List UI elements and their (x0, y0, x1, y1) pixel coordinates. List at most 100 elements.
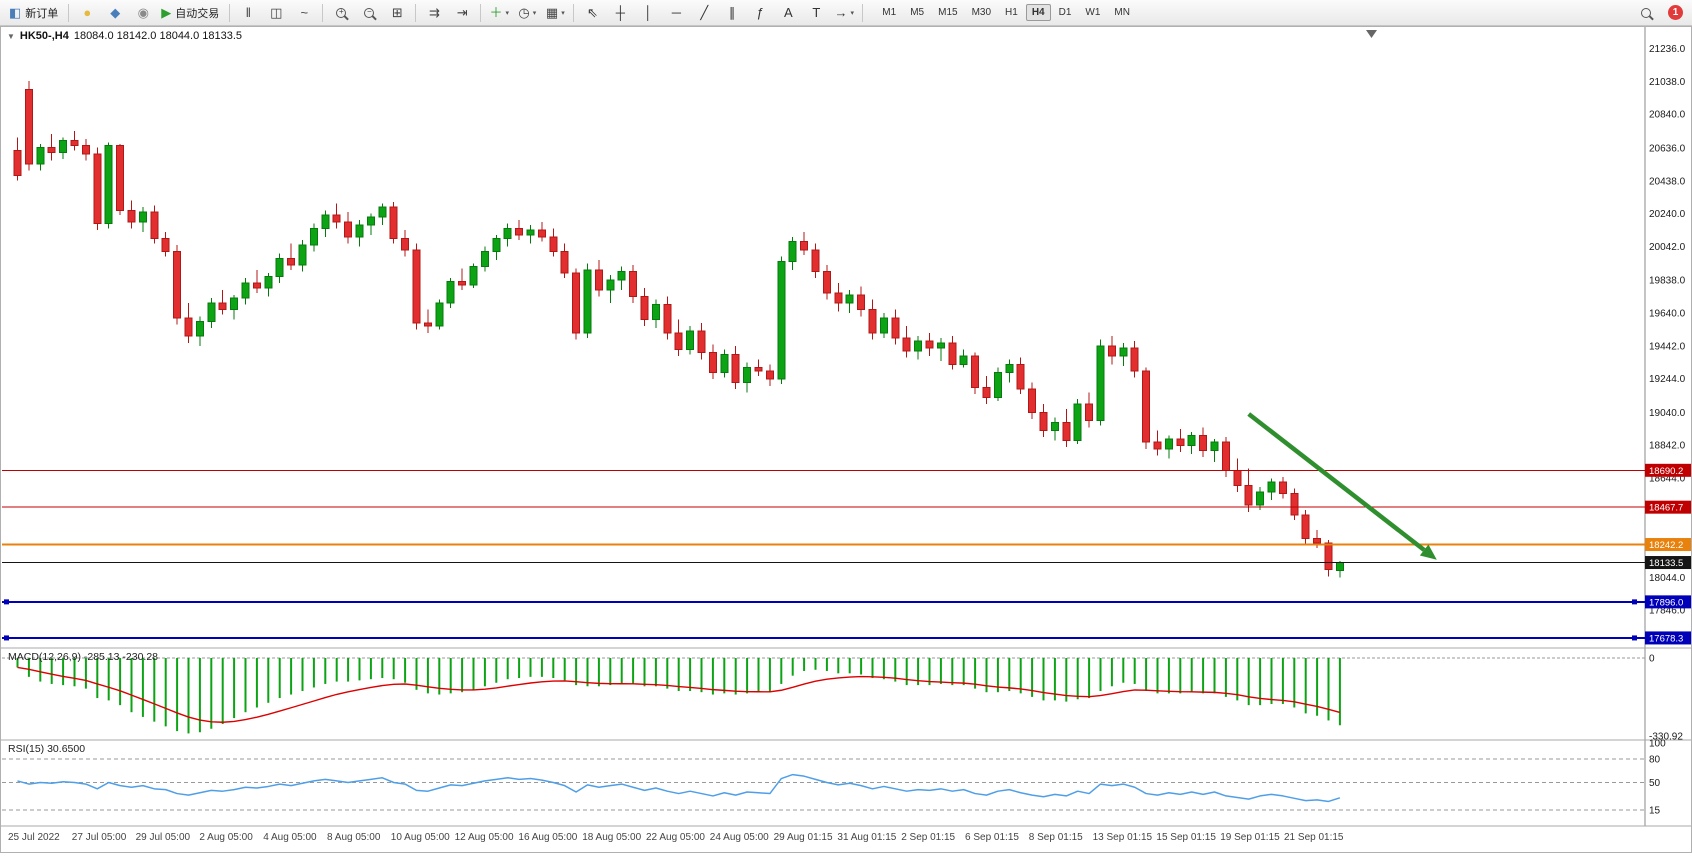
candle-body (1290, 493, 1299, 516)
candle-body (1244, 484, 1253, 506)
candle-body (617, 271, 626, 281)
periods-button[interactable]: ◷ ▾ (514, 2, 540, 24)
chart-shift-button[interactable]: ⇥ (449, 2, 475, 24)
time-axis-label: 12 Aug 05:00 (455, 832, 514, 843)
zoom-out-button[interactable]: − (356, 2, 382, 24)
styler-button[interactable]: ◆ (102, 2, 128, 24)
price-tag-label: 18467.7 (1649, 503, 1683, 514)
candle-body (743, 367, 752, 384)
candle-body (993, 372, 1002, 398)
candle-body (1267, 481, 1276, 493)
candle-body (1142, 370, 1151, 443)
candle-body (560, 251, 569, 274)
timeframe-button-mn[interactable]: MN (1114, 7, 1130, 18)
line-style-button[interactable]: ~ (291, 2, 317, 24)
toolbar-group: ● ◆ ◉ ▶ 自动交易 (73, 2, 225, 24)
cursor-button[interactable]: ⇖ (579, 2, 605, 24)
time-axis-label: 27 Jul 05:00 (72, 832, 127, 843)
macd-axis-max: 0 (1649, 654, 1655, 665)
macd-label: MACD(12,26,9) -285.13 -230.28 (8, 651, 158, 663)
timeframe-button-m30[interactable]: M30 (971, 7, 992, 18)
price-tag-label: 18690.2 (1649, 466, 1683, 477)
text-label-button[interactable]: T (803, 2, 829, 24)
candle-body (868, 309, 877, 334)
community-button[interactable]: ◉ (130, 2, 156, 24)
time-axis-label: 22 Aug 05:00 (646, 832, 705, 843)
candle-body (1187, 435, 1196, 446)
ideas-button[interactable]: ● (74, 2, 100, 24)
candle-body (423, 322, 432, 327)
toolbar-group: ◧ 新订单 (5, 2, 64, 24)
tile-windows-button[interactable]: ⊞ (384, 2, 410, 24)
candle-body (1050, 421, 1059, 432)
time-axis-label: 16 Aug 05:00 (518, 832, 577, 843)
price-axis-label: 21038.0 (1649, 77, 1686, 88)
timeframe-button-h4[interactable]: H4 (1025, 4, 1051, 21)
candle-body (480, 251, 489, 268)
fibonacci-button[interactable]: ƒ (747, 2, 773, 24)
notification-badge[interactable]: 1 (1668, 5, 1683, 20)
one-click-panel-toggle-icon[interactable]: ▼ (7, 31, 15, 41)
price-chart-canvas[interactable]: 21236.0 21038.0 20840.0 20636.0 20438.0 20240… (0, 26, 1692, 853)
timeframe-button-m15[interactable]: M15 (938, 7, 958, 18)
candle-body (1130, 347, 1139, 372)
candle-body (971, 355, 980, 389)
time-axis-label: 18 Aug 05:00 (582, 832, 641, 843)
crosshair-button[interactable]: ┼ (607, 2, 633, 24)
price-axis-label: 20840.0 (1649, 110, 1686, 121)
templates-button[interactable]: ▦ ▾ (542, 2, 568, 24)
macd-panel: MACD(12,26,9) -285.13 -230.28 0 -330.92 (2, 651, 1683, 743)
bars-style-button[interactable]: ‖ (235, 2, 261, 24)
channel-button[interactable]: ∥ (719, 2, 745, 24)
candle-body (1210, 441, 1219, 451)
candle-body (879, 317, 888, 334)
timeframe-button-d1[interactable]: D1 (1058, 7, 1072, 18)
line-endpoint-marker[interactable] (1632, 599, 1637, 605)
vertical-line-button[interactable]: │ (635, 2, 661, 24)
chevron-down-icon: ▾ (505, 9, 510, 17)
text-button[interactable]: A (775, 2, 801, 24)
candle-body (13, 150, 22, 176)
timeframe-button-m1[interactable]: M1 (882, 7, 897, 18)
new-order-button[interactable]: ◧ 新订单 (6, 2, 63, 24)
line-endpoint-marker[interactable] (1632, 635, 1637, 641)
timeframe-button-m5[interactable]: M5 (910, 7, 925, 18)
new-chart-button[interactable]: ＋ ▾ (486, 2, 512, 24)
candle-body (1085, 403, 1094, 422)
chart-window[interactable]: ▼ HK50-,H4 18084.0 18142.0 18044.0 18133… (0, 26, 1692, 853)
candle-body (1301, 514, 1310, 539)
chart-ohlc-values: 18084.0 18142.0 18044.0 18133.5 (73, 30, 243, 42)
candles-style-button[interactable]: ◫ (263, 2, 289, 24)
arrows-button[interactable]: → ▾ (831, 2, 857, 24)
candle-body (686, 330, 695, 350)
annotation-arrow[interactable] (1247, 412, 1437, 560)
timeframe-button-w1[interactable]: W1 (1085, 7, 1101, 18)
candle-body (230, 297, 239, 311)
candle-body (834, 292, 843, 304)
candle-body (287, 257, 296, 266)
price-tag (1645, 631, 1692, 645)
candle-body (640, 295, 649, 321)
arrow-shaft[interactable] (1247, 412, 1426, 552)
candle-body (1096, 345, 1105, 422)
arrow-head[interactable] (1419, 544, 1437, 560)
candle-body (765, 370, 774, 380)
auto-scroll-button[interactable]: ⇉ (421, 2, 447, 24)
zoom-in-button[interactable]: + (328, 2, 354, 24)
horizontal-line-button[interactable]: ─ (663, 2, 689, 24)
macd-signal-line (17, 666, 1341, 723)
line-endpoint-marker[interactable] (4, 635, 9, 641)
candle-body (492, 237, 501, 253)
candle-body (731, 353, 740, 384)
timeframe-button-h1[interactable]: H1 (1005, 7, 1018, 18)
line-endpoint-marker[interactable] (4, 599, 9, 605)
candle-body (1324, 542, 1333, 571)
price-axis-label: 19040.0 (1649, 408, 1686, 419)
search-button[interactable] (1633, 2, 1659, 24)
time-axis-label: 15 Sep 01:15 (1156, 832, 1216, 843)
zoom-out-icon: − (364, 7, 375, 18)
auto-trading-button[interactable]: ▶ 自动交易 (158, 2, 224, 24)
candle-body (925, 340, 934, 349)
trendline-button[interactable]: ╱ (691, 2, 717, 24)
shift-end-marker-icon (1366, 30, 1377, 38)
